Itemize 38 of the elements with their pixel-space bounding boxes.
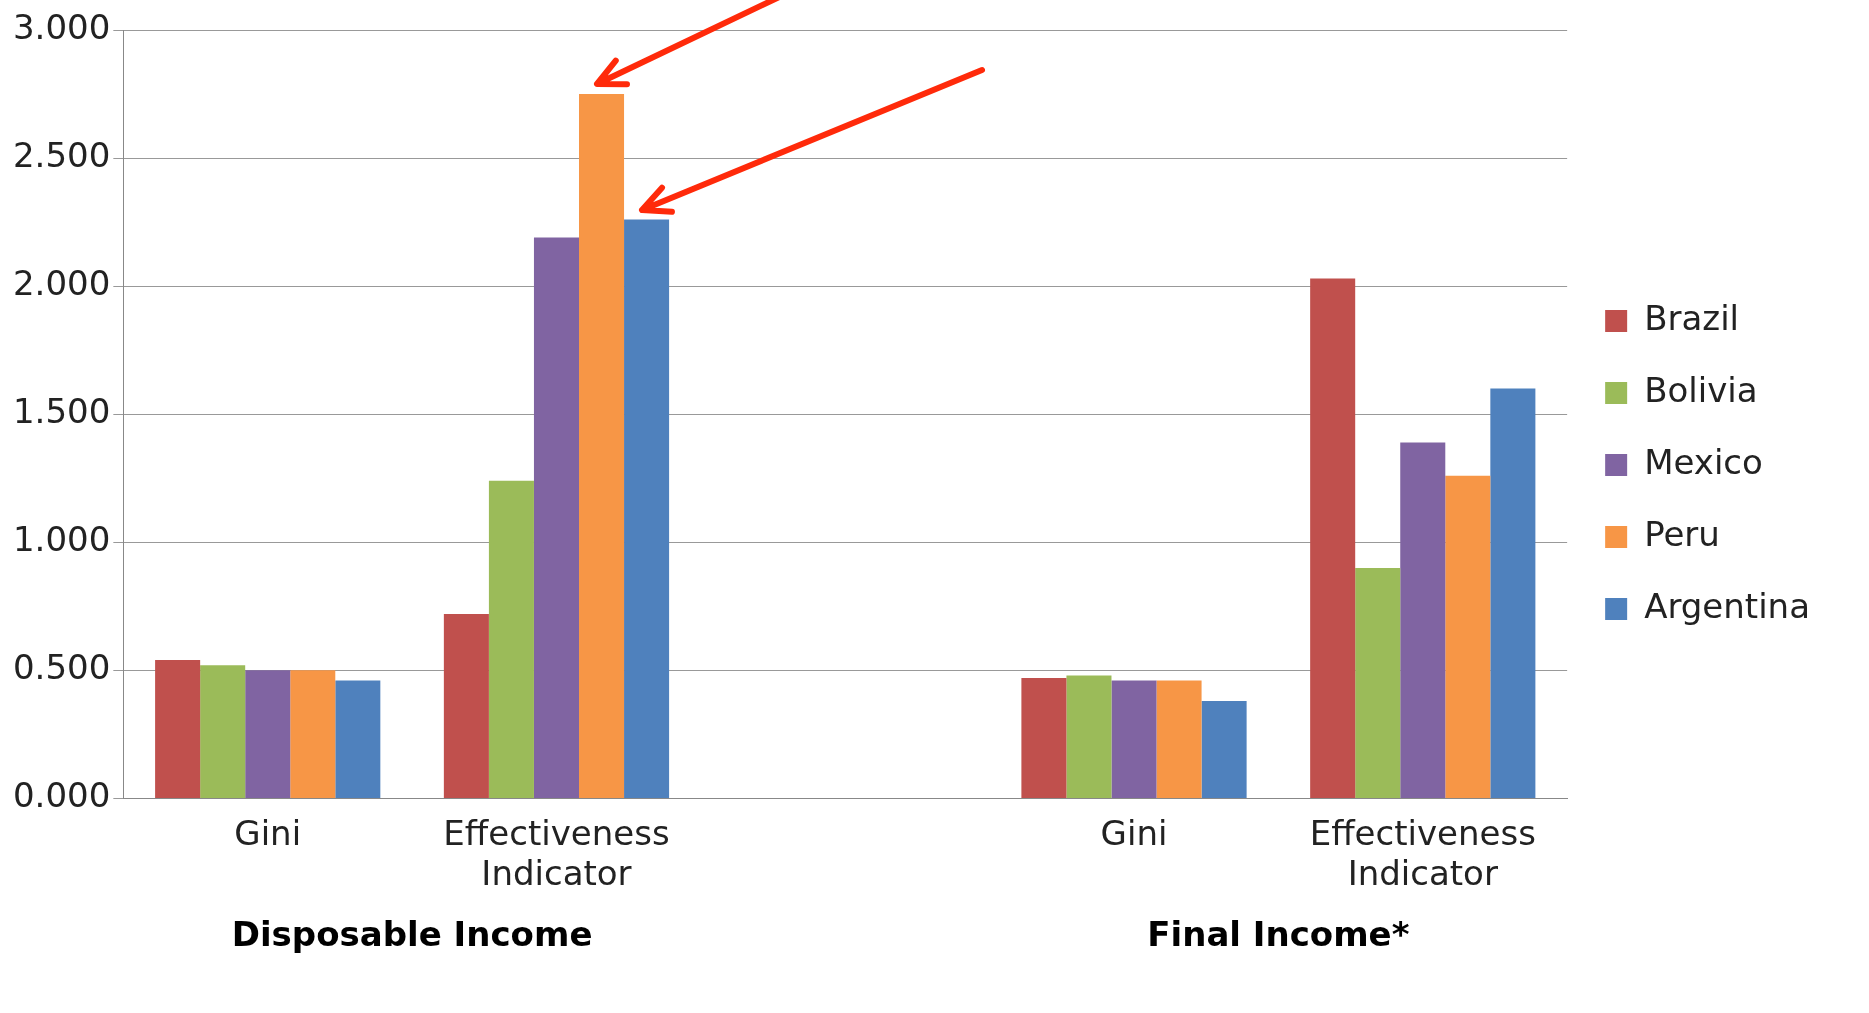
bar (1066, 675, 1112, 798)
text: Disposable Income (231, 913, 593, 954)
y-tick-label: 2.000 (12, 262, 111, 303)
bar (1021, 678, 1067, 798)
bar (1490, 388, 1536, 798)
bar (155, 660, 201, 798)
legend-label: Peru (1644, 513, 1720, 554)
bar (335, 680, 381, 798)
bar (579, 94, 625, 798)
legend-label: Mexico (1644, 441, 1763, 482)
bar (245, 670, 291, 798)
bar (1400, 442, 1446, 798)
bar (624, 219, 670, 798)
x-tick-label: Effectiveness Indicator (1309, 812, 1536, 894)
bar (1310, 278, 1356, 798)
bar (1355, 567, 1401, 798)
bar (1111, 680, 1157, 798)
bar (1201, 701, 1247, 798)
bar (200, 665, 246, 798)
legend-label: Brazil (1644, 297, 1740, 338)
text: Final Income* (1147, 913, 1410, 954)
x-tick-label: Effectiveness Indicator (443, 812, 670, 894)
bar (488, 480, 534, 798)
legend-label: Bolivia (1644, 369, 1758, 410)
y-tick-label: 3.000 (12, 6, 111, 47)
y-tick-label: 0.500 (12, 647, 111, 688)
x-tick-label: Gini (234, 812, 302, 853)
bar (533, 237, 579, 798)
bar (1445, 475, 1491, 798)
y-tick-label: 2.500 (12, 134, 111, 175)
bar (443, 613, 489, 798)
y-tick-label: 1.000 (12, 519, 111, 560)
bar (1156, 680, 1202, 798)
x-tick-label: Gini (1100, 812, 1168, 853)
y-tick-label: 1.500 (12, 391, 111, 432)
y-tick-label: 0.000 (12, 775, 111, 816)
legend-label: Argentina (1644, 585, 1811, 626)
bar (290, 670, 336, 798)
